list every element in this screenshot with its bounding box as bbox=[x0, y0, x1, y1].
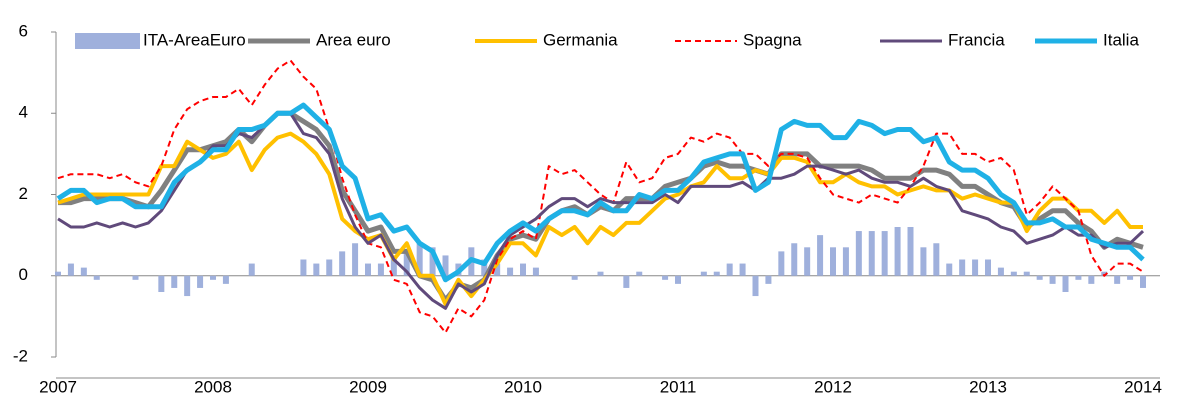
bar bbox=[1088, 275, 1095, 284]
bar bbox=[855, 231, 862, 276]
bar bbox=[494, 263, 501, 276]
bar bbox=[67, 263, 74, 276]
bar bbox=[416, 243, 423, 276]
legend-swatch bbox=[75, 33, 140, 49]
bar bbox=[171, 275, 178, 288]
line-3 bbox=[57, 59, 1144, 334]
legend-label: Francia bbox=[948, 30, 1005, 49]
bar bbox=[80, 267, 87, 276]
bar bbox=[920, 247, 927, 276]
bar bbox=[55, 271, 61, 276]
bar bbox=[481, 259, 488, 276]
bar bbox=[752, 275, 759, 297]
legend-label: ITA-AreaEuro bbox=[143, 30, 246, 49]
x-tick-label: 2013 bbox=[969, 377, 1007, 396]
bar bbox=[365, 263, 371, 276]
bar bbox=[636, 271, 643, 276]
x-tick-label: 2011 bbox=[660, 377, 697, 396]
bar bbox=[313, 263, 320, 276]
line-2 bbox=[57, 131, 1143, 307]
bar bbox=[197, 275, 204, 288]
bar bbox=[507, 267, 514, 276]
x-tick-label: 2012 bbox=[814, 377, 852, 396]
bar bbox=[352, 243, 359, 276]
y-tick-label: 2 bbox=[19, 184, 28, 203]
bar bbox=[946, 263, 953, 276]
bar bbox=[339, 251, 346, 276]
bar bbox=[1101, 271, 1108, 276]
bar bbox=[377, 263, 384, 276]
bar bbox=[700, 271, 707, 276]
x-tick-label: 2007 bbox=[39, 377, 77, 396]
bar bbox=[1049, 275, 1056, 284]
bar bbox=[300, 259, 307, 276]
bar bbox=[1140, 275, 1146, 288]
y-tick-label: -2 bbox=[13, 346, 28, 365]
bar bbox=[972, 259, 979, 276]
bar bbox=[959, 259, 966, 276]
legend-label: Area euro bbox=[316, 30, 391, 49]
line-5 bbox=[56, 102, 1145, 283]
y-tick-label: 6 bbox=[19, 21, 28, 40]
bar bbox=[1127, 275, 1134, 280]
y-tick-label: 4 bbox=[19, 103, 28, 122]
bar bbox=[403, 251, 410, 276]
bar bbox=[158, 275, 165, 292]
bar bbox=[997, 267, 1004, 276]
bar bbox=[778, 251, 785, 276]
bar bbox=[675, 275, 681, 284]
y-tick-label: 0 bbox=[19, 265, 28, 284]
x-tick-label: 2010 bbox=[504, 377, 542, 396]
bar bbox=[390, 255, 397, 276]
legend-label: Spagna bbox=[743, 30, 802, 49]
bar bbox=[985, 259, 991, 276]
bar bbox=[571, 275, 578, 280]
bar bbox=[184, 275, 191, 297]
bar bbox=[933, 243, 940, 276]
x-tick-label: 2008 bbox=[194, 377, 232, 396]
bar bbox=[662, 275, 669, 280]
bar bbox=[222, 275, 229, 284]
bar bbox=[739, 263, 746, 276]
bar bbox=[1036, 275, 1043, 280]
x-tick-label: 2014 bbox=[1124, 377, 1162, 396]
bar bbox=[868, 231, 875, 276]
bar bbox=[830, 247, 836, 276]
bar bbox=[907, 227, 914, 276]
bar bbox=[726, 263, 733, 276]
bar bbox=[1010, 271, 1017, 276]
bar bbox=[532, 267, 539, 276]
bar bbox=[1075, 275, 1082, 280]
bar bbox=[842, 247, 849, 276]
bar bbox=[132, 275, 139, 280]
bar bbox=[894, 227, 901, 276]
bar bbox=[791, 243, 798, 276]
bar bbox=[713, 271, 720, 276]
bar bbox=[326, 259, 333, 276]
bar bbox=[429, 247, 436, 276]
bar bbox=[1062, 275, 1069, 292]
bar bbox=[765, 275, 772, 284]
bar bbox=[597, 271, 604, 276]
bar bbox=[248, 263, 255, 276]
bar bbox=[93, 275, 100, 280]
bar bbox=[1023, 271, 1030, 276]
legend-label: Germania bbox=[543, 30, 618, 49]
bar bbox=[1114, 275, 1121, 284]
bar bbox=[442, 255, 449, 276]
bar bbox=[210, 275, 216, 280]
bar bbox=[623, 275, 630, 288]
bar bbox=[881, 231, 888, 276]
bar bbox=[804, 247, 811, 276]
bar bbox=[817, 235, 824, 276]
bar bbox=[520, 263, 526, 276]
legend-label: Italia bbox=[1103, 30, 1139, 49]
x-tick-label: 2009 bbox=[349, 377, 387, 396]
